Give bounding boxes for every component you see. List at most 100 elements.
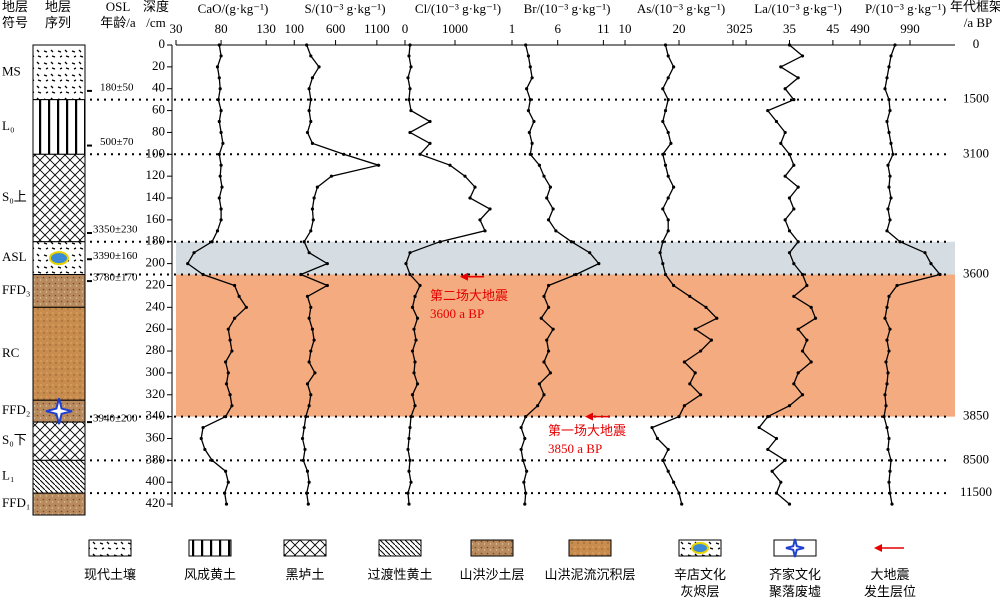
header-osl: 年龄/a	[100, 15, 136, 30]
profile-point	[310, 327, 315, 331]
age-label: 0	[973, 36, 980, 51]
profile-point	[217, 152, 221, 156]
profile-point	[313, 371, 317, 375]
profile-point	[217, 43, 221, 47]
profile-point	[226, 480, 230, 484]
x-tick-label: 11	[597, 21, 610, 36]
profile-point	[409, 108, 413, 113]
x-tick-label: 1100	[364, 21, 390, 36]
legend-label: 灰烬层	[680, 584, 719, 599]
profile-point	[521, 458, 525, 462]
y-tick-label: 240	[146, 298, 166, 313]
y-tick-label: 340	[146, 408, 166, 423]
profile-point	[224, 382, 229, 386]
profile-point	[546, 283, 551, 288]
profile-point	[787, 502, 792, 506]
legend-swatch	[283, 539, 327, 557]
profile-point	[766, 447, 770, 452]
profile-point	[709, 338, 713, 342]
osl-label: 180±50	[100, 81, 134, 93]
stratum	[32, 274, 86, 308]
profile-point	[677, 415, 681, 419]
profile-point	[524, 43, 528, 47]
profile-point	[898, 240, 902, 244]
y-tick-label: 260	[146, 320, 166, 335]
profile-point	[219, 207, 223, 211]
profile-point	[551, 327, 555, 331]
profile-point	[661, 152, 665, 156]
legend-swatch	[470, 539, 514, 557]
legend-label: 山洪泥流沉积层	[544, 567, 635, 582]
profile-point	[302, 240, 306, 244]
profile-point	[418, 283, 422, 288]
profile-point	[783, 218, 787, 222]
profile-point	[415, 382, 420, 386]
header-symbol: 符号	[2, 15, 28, 30]
profile-point	[532, 119, 536, 124]
profile-point	[223, 360, 228, 364]
profile-point	[218, 87, 222, 91]
profile-point	[201, 425, 205, 430]
axis-title: As/(10⁻³ g·kg⁻¹)	[637, 1, 725, 16]
profile-point	[528, 65, 532, 69]
profile-point	[542, 360, 546, 364]
profile-point	[309, 229, 313, 233]
profile-point	[813, 316, 818, 320]
profile-point	[770, 469, 774, 473]
profile-point	[305, 130, 310, 135]
legend-label: 大地震	[870, 567, 909, 582]
profile-point	[887, 480, 891, 484]
profile-point	[805, 338, 809, 342]
y-tick-label: 120	[146, 167, 166, 182]
profile-point	[574, 272, 578, 277]
profile-point	[783, 458, 787, 462]
x-tick-label: 990	[900, 21, 920, 36]
profile-point	[406, 491, 410, 495]
profile-point	[887, 130, 891, 135]
profile-point	[473, 185, 477, 189]
profile-point	[800, 54, 805, 58]
y-tick-label: 80	[152, 123, 165, 138]
profile-point	[418, 152, 422, 156]
profile-point	[530, 76, 534, 80]
profile-point	[666, 447, 670, 452]
y-tick-label: 380	[146, 451, 166, 466]
profile-point	[186, 262, 190, 266]
y-tick-label: 40	[152, 80, 165, 95]
profile-point	[312, 338, 316, 342]
profile-point	[887, 185, 891, 189]
profile-point	[885, 382, 889, 386]
x-tick-label: 490	[850, 21, 870, 36]
profile-point	[796, 76, 800, 80]
profile-point	[698, 349, 703, 353]
profile-point	[219, 108, 223, 113]
legend-label: 山洪沙土层	[459, 567, 524, 582]
profile-point	[224, 502, 229, 506]
legend-ash	[691, 542, 709, 554]
profile-point	[407, 469, 411, 473]
age-label: 3600	[963, 266, 989, 281]
profile-point	[223, 415, 228, 419]
profile-point	[237, 294, 241, 298]
profile-point	[192, 251, 196, 255]
stratum	[32, 306, 86, 401]
profile-point	[302, 425, 306, 430]
profile-point	[588, 251, 592, 255]
profile-point	[228, 393, 232, 397]
profile-point	[428, 119, 432, 124]
profile-point	[325, 262, 329, 266]
profile-point	[792, 98, 796, 102]
profile-point	[887, 294, 891, 298]
profile-point	[800, 393, 805, 397]
profile-point	[528, 98, 532, 102]
y-tick-label: 220	[146, 276, 166, 291]
profile-point	[704, 305, 708, 309]
profile-point	[408, 272, 412, 277]
profile-point	[666, 76, 670, 80]
y-tick-label: 180	[146, 233, 166, 248]
profile-point	[307, 360, 311, 364]
profile-point	[887, 349, 891, 353]
legend-label: 风成黄土	[184, 567, 236, 582]
profile-point	[488, 207, 492, 211]
profile-point	[792, 294, 796, 298]
